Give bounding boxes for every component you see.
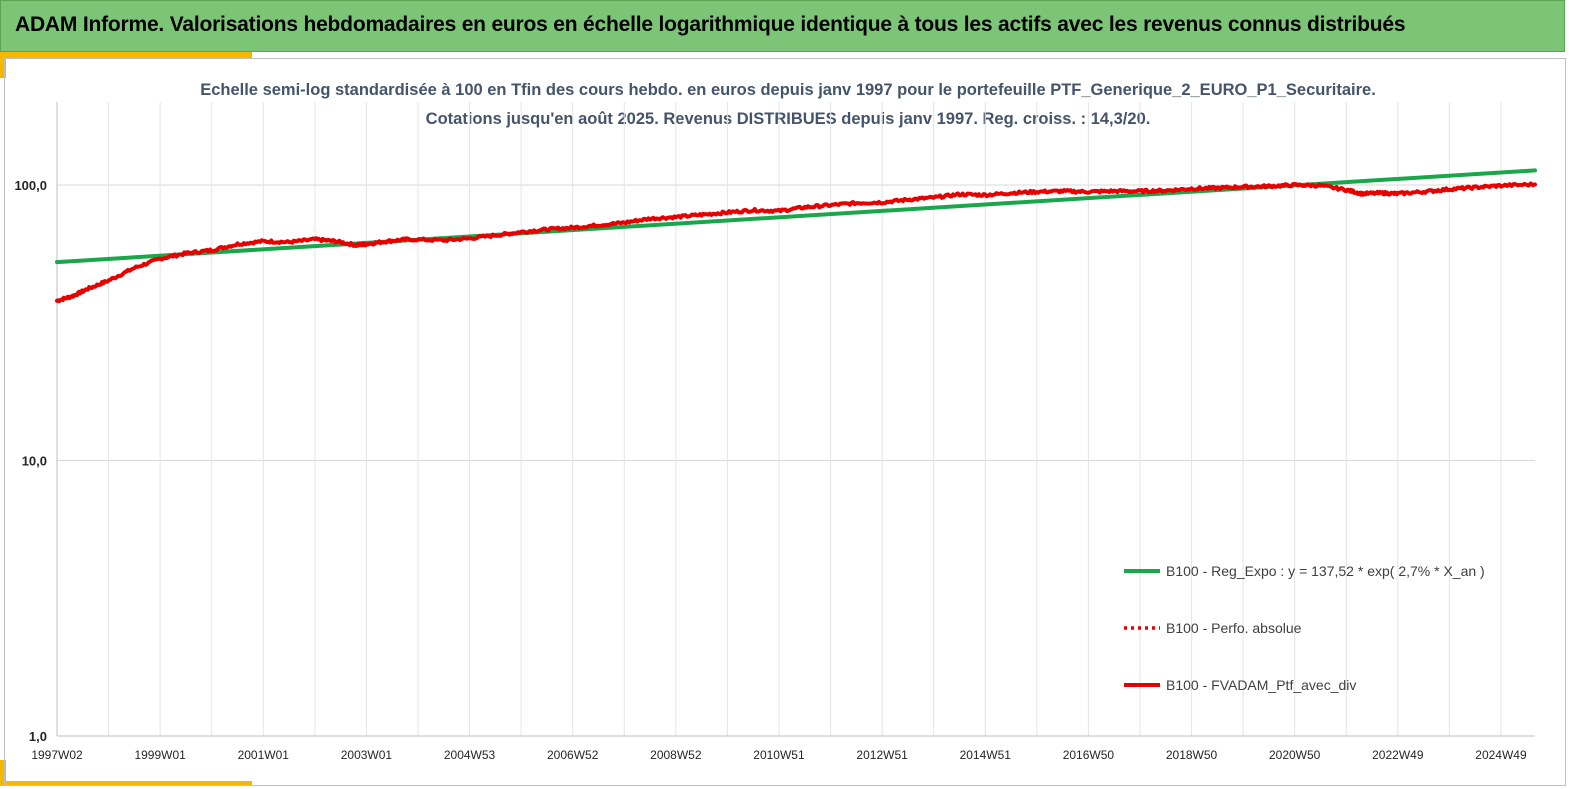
x-tick-label: 1997W02	[31, 748, 83, 762]
x-tick-label: 2014W51	[960, 748, 1012, 762]
accent-bar-left	[0, 52, 6, 78]
report-title: ADAM Informe. Valorisations hebdomadaire…	[15, 13, 1406, 36]
x-tick-label: 2018W50	[1166, 748, 1218, 762]
x-tick-label: 2006W52	[547, 748, 599, 762]
accent-bar-bottom	[4, 781, 252, 786]
x-tick-label: 1999W01	[134, 748, 186, 762]
x-tick-label: 2024W49	[1475, 748, 1527, 762]
y-tick-label: 1,0	[29, 729, 47, 744]
x-tick-label: 2008W52	[650, 748, 702, 762]
legend-label: B100 - Perfo. absolue	[1166, 620, 1302, 636]
y-tick-label: 100,0	[14, 178, 47, 193]
chart-title-line-1: Echelle semi-log standardisée à 100 en T…	[200, 81, 1376, 99]
legend-label: B100 - FVADAM_Ptf_avec_div	[1166, 677, 1356, 693]
x-tick-label: 2012W51	[856, 748, 908, 762]
x-tick-label: 2010W51	[753, 748, 805, 762]
accent-bar-bottom-left	[0, 760, 6, 786]
portfolio-line	[55, 181, 1537, 304]
accent-bar-top	[4, 52, 252, 58]
legend-item-regression: B100 - Reg_Expo : y = 137,52 * exp( 2,7%…	[1124, 563, 1485, 579]
x-tick-label: 2016W50	[1063, 748, 1115, 762]
x-tick-label: 2003W01	[341, 748, 393, 762]
report-header: ADAM Informe. Valorisations hebdomadaire…	[0, 0, 1565, 52]
x-tick-label: 2004W53	[444, 748, 496, 762]
x-tick-label: 2020W50	[1269, 748, 1321, 762]
legend-label: B100 - Reg_Expo : y = 137,52 * exp( 2,7%…	[1166, 563, 1485, 579]
y-tick-label: 10,0	[22, 454, 47, 469]
x-tick-label: 2022W49	[1372, 748, 1424, 762]
chart-frame	[4, 58, 1566, 786]
chart-title-line-2: Cotations jusqu'en août 2025. Revenus DI…	[426, 110, 1151, 128]
legend-item-portfolio: B100 - FVADAM_Ptf_avec_div	[1124, 677, 1356, 693]
legend-item-perfo-absolue: B100 - Perfo. absolue	[1124, 620, 1302, 636]
x-tick-label: 2001W01	[238, 748, 290, 762]
